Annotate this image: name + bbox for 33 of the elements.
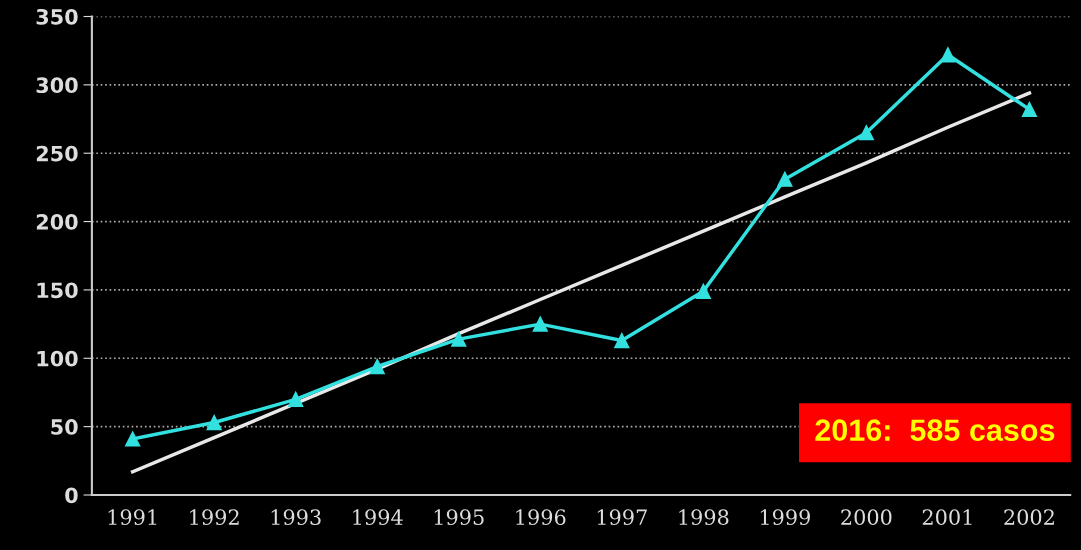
x-tick-label: 1999 <box>760 509 810 526</box>
x-tick-label: 2000 <box>841 509 892 526</box>
y-tick-label: 100 <box>37 350 78 367</box>
x-tick-label: 1994 <box>353 509 403 526</box>
x-tick-label: 1992 <box>190 509 239 526</box>
point <box>858 125 875 141</box>
point <box>777 171 793 187</box>
point <box>369 358 385 375</box>
y-tick-label: 350 <box>36 8 78 25</box>
annotation: 2016: 585 casos <box>815 419 1055 441</box>
point <box>940 47 956 63</box>
x-tick-label: 1991 <box>108 509 157 526</box>
x-tick-label: 2002 <box>1004 509 1054 526</box>
x-tick-label: 1997 <box>597 509 647 526</box>
point <box>532 316 548 332</box>
point <box>125 431 141 447</box>
x-tick-label: 1998 <box>679 509 729 526</box>
y-tick-label: 200 <box>36 214 78 230</box>
point <box>206 414 222 431</box>
y-tick-label: 250 <box>36 145 78 162</box>
x-tick-label: 1995 <box>434 509 484 526</box>
y-tick-label: 300 <box>36 77 78 94</box>
point <box>614 332 630 349</box>
y-tick-label: 50 <box>51 419 78 435</box>
point <box>451 331 467 347</box>
point <box>1021 101 1038 118</box>
y-tick-label: 0 <box>65 487 78 504</box>
point <box>695 283 711 299</box>
point <box>288 391 304 407</box>
y-tick-label: 150 <box>37 282 78 299</box>
x-tick-label: 1996 <box>516 509 566 526</box>
x-tick-label: 1993 <box>271 509 321 526</box>
x-tick-label: 2001 <box>922 509 972 526</box>
